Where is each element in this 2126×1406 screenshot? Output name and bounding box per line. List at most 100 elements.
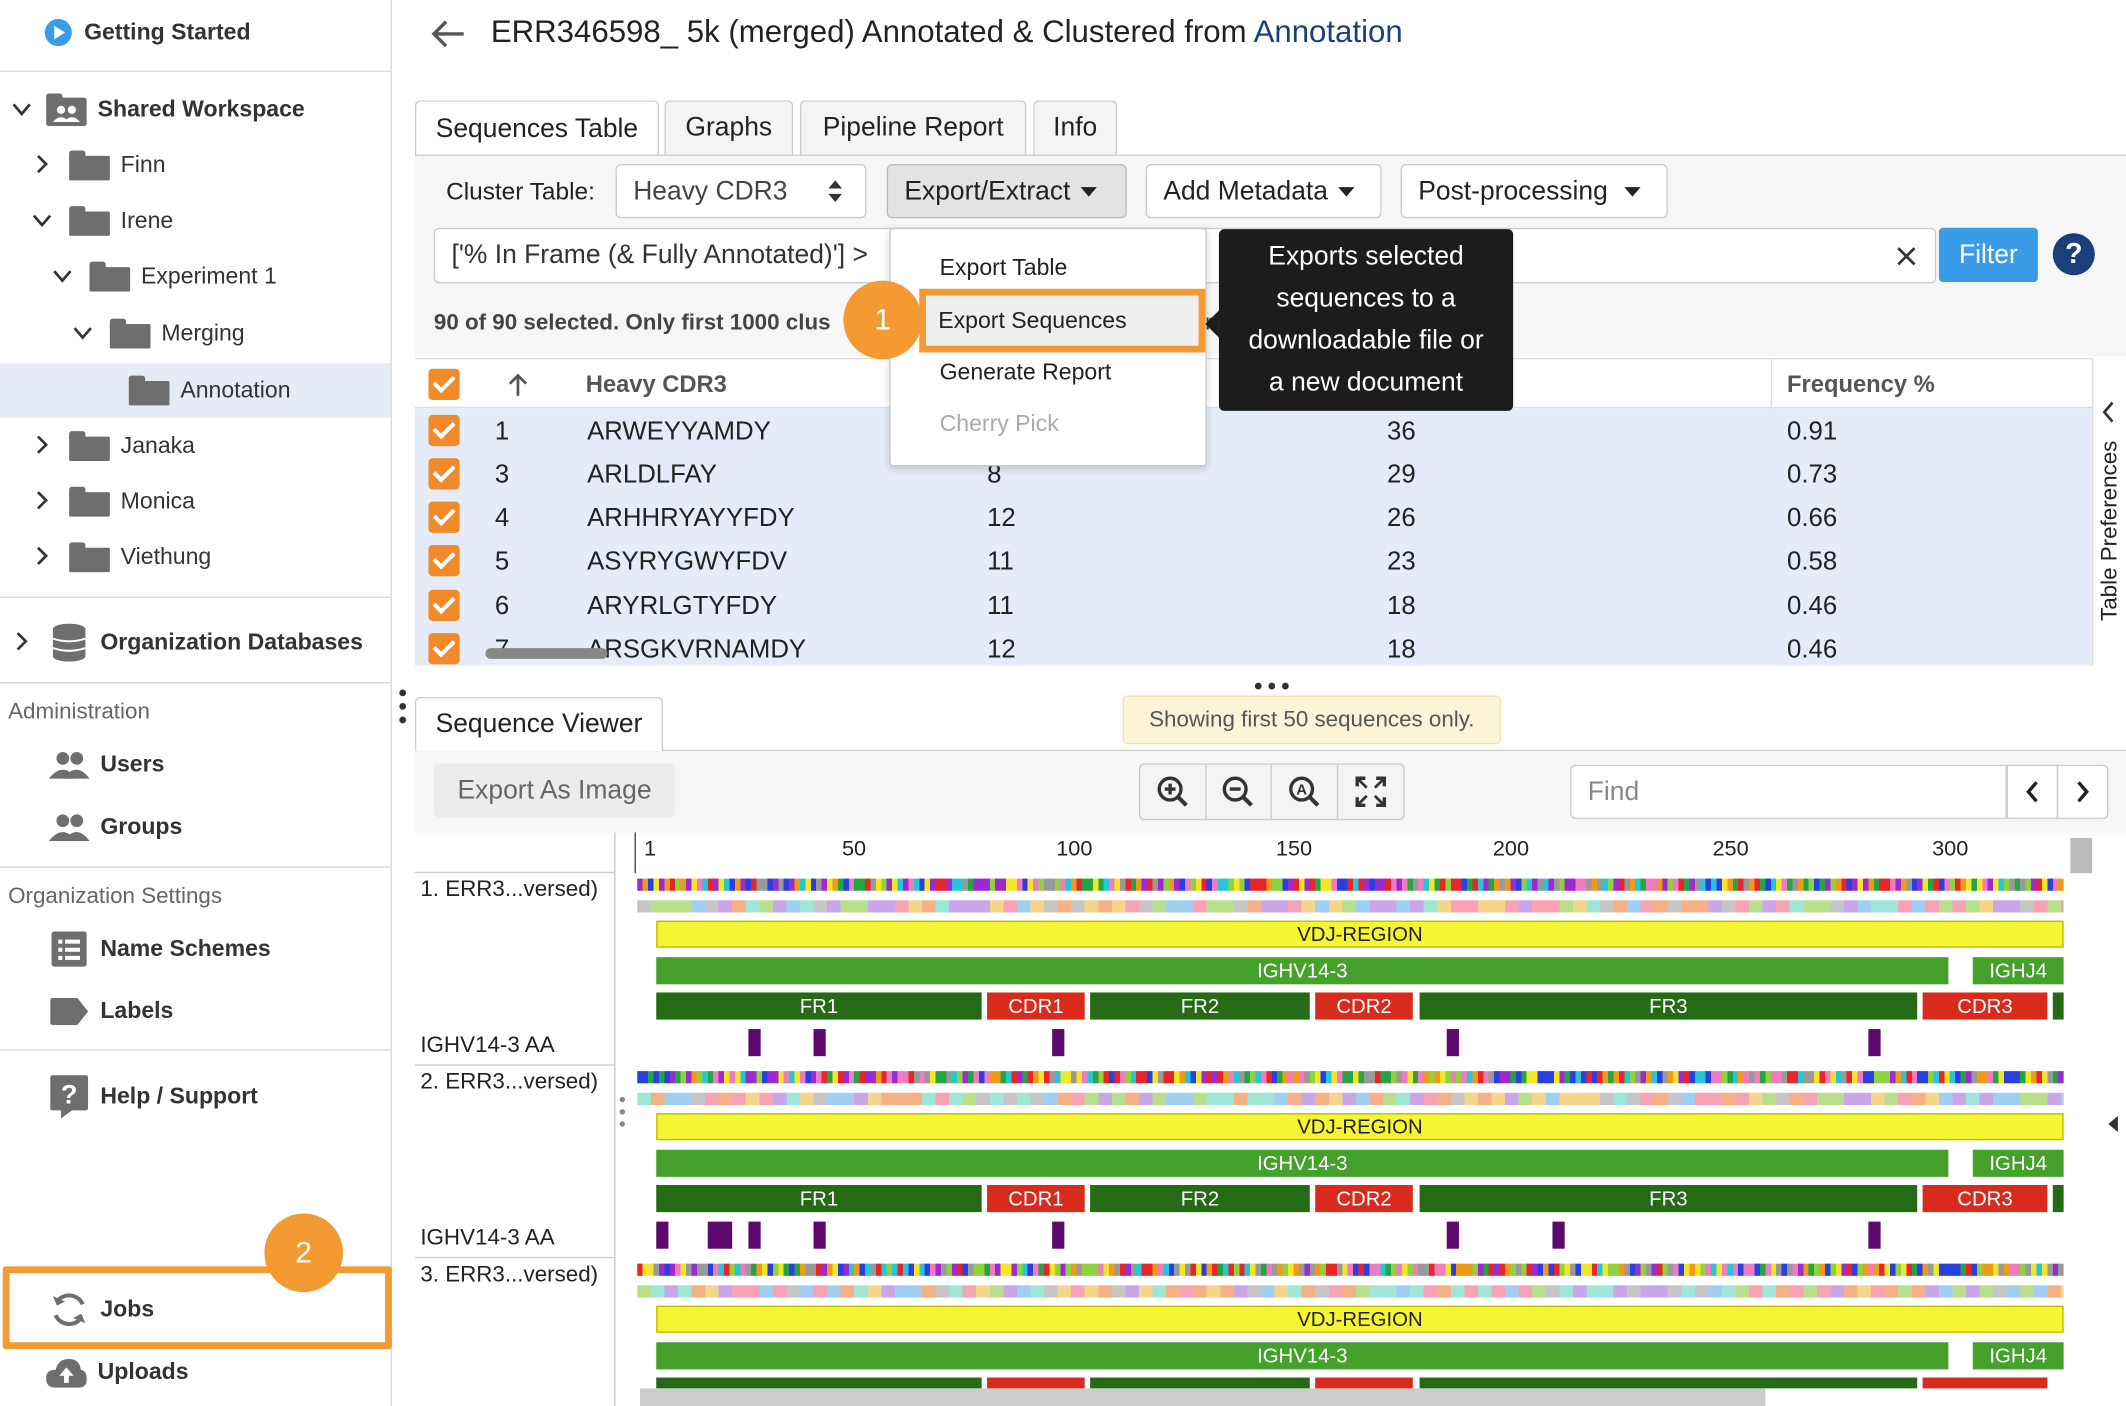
annotation-cdr3[interactable]: CDR3 <box>1922 992 2048 1020</box>
export-as-image-button[interactable]: Export As Image <box>433 763 676 818</box>
sidebar-item-annotation[interactable]: Annotation <box>0 363 391 418</box>
variant-marker[interactable] <box>813 1221 826 1249</box>
annotation-fr1[interactable] <box>656 1377 982 1389</box>
chevron-right-icon[interactable] <box>11 631 33 654</box>
table-row[interactable]: 1 ARWEYYAMDY 36 0.91 <box>415 411 2092 454</box>
sort-ascending-icon[interactable] <box>507 373 529 404</box>
row-checkbox[interactable] <box>428 458 460 490</box>
variant-marker[interactable] <box>813 1029 826 1057</box>
annotation-fr4[interactable] <box>2052 1184 2064 1213</box>
tab-sequences-table[interactable]: Sequences Table <box>414 100 659 158</box>
table-row[interactable]: 6 ARYRLGTYFDY 11 18 0.46 <box>415 586 2092 629</box>
row-checkbox[interactable] <box>428 589 460 621</box>
variant-marker[interactable] <box>1552 1221 1565 1249</box>
sidebar-item-irene[interactable]: Irene <box>0 194 390 248</box>
annotation-link[interactable]: Annotation <box>1253 13 1403 49</box>
chevron-right-icon[interactable] <box>31 154 53 177</box>
annotation-fr1[interactable]: FR1 <box>656 992 982 1020</box>
variant-marker[interactable] <box>748 1029 761 1057</box>
zoom-in-icon[interactable] <box>1140 764 1207 819</box>
chevron-right-icon[interactable] <box>31 434 53 458</box>
tab-info[interactable]: Info <box>1033 100 1118 155</box>
names-resize-handle[interactable] <box>618 1096 626 1135</box>
sidebar-item-getting-started[interactable]: Getting Started <box>0 5 390 59</box>
sequence-name[interactable]: 3. ERR3...versed) <box>420 1262 599 1287</box>
annotation-ighv[interactable]: IGHV14-3 <box>656 957 1949 985</box>
annotation-fr2[interactable] <box>1090 1377 1310 1389</box>
annotation-cdr1[interactable] <box>987 1377 1085 1389</box>
variant-marker[interactable] <box>656 1221 669 1249</box>
variant-marker[interactable] <box>1868 1221 1881 1249</box>
export-extract-button[interactable]: Export/Extract <box>886 164 1127 219</box>
annotation-fr2[interactable]: FR2 <box>1090 992 1310 1020</box>
sidebar-item-help-support[interactable]: ? Help / Support <box>0 1070 390 1124</box>
row-checkbox[interactable] <box>428 501 460 533</box>
sidebar-item-labels[interactable]: Labels <box>0 984 390 1038</box>
annotation-ighj[interactable]: IGHJ4 <box>1972 1149 2064 1177</box>
sidebar-item-name-schemes[interactable]: Name Schemes <box>0 922 390 976</box>
annotation-cdr3[interactable]: CDR3 <box>1922 1184 2048 1213</box>
tab-graphs[interactable]: Graphs <box>664 100 794 155</box>
panel-splitter[interactable] <box>414 665 2126 690</box>
row-checkbox[interactable] <box>428 545 460 577</box>
annotation-fr1[interactable]: FR1 <box>656 1184 982 1213</box>
fit-to-screen-icon[interactable] <box>1338 765 1404 819</box>
annotation-vdj-region[interactable]: VDJ-REGION <box>656 1305 2064 1333</box>
annotation-vdj-region[interactable]: VDJ-REGION <box>656 1113 2064 1141</box>
table-horizontal-scrollbar[interactable] <box>485 648 608 659</box>
tab-sequence-viewer[interactable]: Sequence Viewer <box>414 696 664 752</box>
tab-pipeline-report[interactable]: Pipeline Report <box>799 100 1027 155</box>
viewer-horizontal-scrollbar[interactable] <box>639 1388 1766 1406</box>
sidebar-item-uploads[interactable]: Uploads <box>0 1345 390 1399</box>
sidebar-item-experiment-1[interactable]: Experiment 1 <box>0 249 390 303</box>
chevron-down-icon[interactable] <box>31 211 53 231</box>
row-checkbox[interactable] <box>428 414 460 447</box>
add-metadata-button[interactable]: Add Metadata <box>1145 164 1382 219</box>
help-icon[interactable]: ? <box>2052 233 2095 276</box>
find-previous-button[interactable] <box>2006 764 2059 819</box>
sidebar-item-merging[interactable]: Merging <box>0 306 390 360</box>
annotation-cdr2[interactable] <box>1315 1377 1413 1389</box>
chevron-down-icon[interactable] <box>52 266 74 286</box>
annotation-cdr1[interactable]: CDR1 <box>987 992 1085 1020</box>
sidebar-item-users[interactable]: Users <box>0 738 390 792</box>
back-arrow-icon[interactable] <box>431 19 466 56</box>
variant-marker[interactable] <box>1446 1029 1459 1057</box>
annotation-ighj[interactable]: IGHJ4 <box>1972 957 2064 985</box>
row-checkbox[interactable] <box>428 633 460 665</box>
annotation-cdr3[interactable] <box>1922 1377 2048 1389</box>
filter-button[interactable]: Filter <box>1938 227 2038 283</box>
sequence-name[interactable]: 1. ERR3...versed) <box>420 877 599 902</box>
annotation-cdr1[interactable]: CDR1 <box>987 1184 1085 1213</box>
sidebar-item-monica[interactable]: Monica <box>0 475 390 529</box>
menu-item-export-table[interactable]: Export Table <box>939 254 1068 281</box>
sidebar-item-jobs[interactable]: Jobs <box>0 1283 390 1337</box>
table-row[interactable]: 5 ASYRYGWYFDV 11 23 0.58 <box>415 541 2092 584</box>
menu-item-export-sequences[interactable]: Export Sequences <box>919 288 1206 353</box>
sidebar-item-organization-databases[interactable]: Organization Databases <box>0 616 390 670</box>
variant-marker[interactable] <box>1052 1221 1065 1249</box>
annotation-ighj[interactable]: IGHJ4 <box>1972 1342 2064 1370</box>
variant-marker[interactable] <box>1446 1221 1459 1249</box>
post-processing-button[interactable]: Post-processing <box>1400 164 1668 219</box>
table-preferences-tab[interactable] <box>2092 357 2126 666</box>
viewer-vertical-scrollbar[interactable] <box>2070 837 2093 874</box>
sidebar-item-viethung[interactable]: Viethung <box>0 530 390 584</box>
variant-marker[interactable] <box>1052 1029 1065 1057</box>
variant-marker[interactable] <box>748 1221 761 1249</box>
column-header-heavy-cdr3[interactable]: Heavy CDR3 <box>585 370 727 398</box>
menu-item-generate-report[interactable]: Generate Report <box>939 359 1112 386</box>
annotation-cdr2[interactable]: CDR2 <box>1315 992 1413 1020</box>
annotation-fr3[interactable] <box>1419 1377 1918 1389</box>
find-input[interactable]: Find <box>1570 764 2007 819</box>
chevron-down-icon[interactable] <box>72 323 94 343</box>
annotation-ighv[interactable]: IGHV14-3 <box>656 1149 1949 1177</box>
variant-marker[interactable] <box>1868 1029 1881 1057</box>
annotation-vdj-region[interactable]: VDJ-REGION <box>656 920 2064 948</box>
zoom-auto-icon[interactable]: A <box>1272 764 1338 819</box>
chevron-right-icon[interactable] <box>31 546 53 569</box>
zoom-out-icon[interactable] <box>1206 764 1272 819</box>
find-next-button[interactable] <box>2056 764 2109 819</box>
annotation-fr2[interactable]: FR2 <box>1090 1184 1310 1213</box>
annotation-fr4[interactable] <box>2052 992 2064 1020</box>
